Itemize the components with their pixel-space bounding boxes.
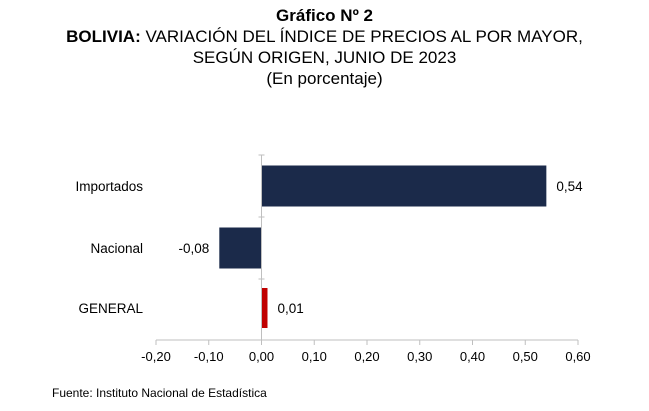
data-label: 0,54 bbox=[556, 179, 583, 194]
category-label: Importados bbox=[75, 179, 143, 194]
bar-importados bbox=[261, 165, 547, 207]
data-label: 0,01 bbox=[278, 301, 304, 316]
chart-title: Gráfico Nº 2 bbox=[276, 6, 373, 25]
x-tick-label: 0,20 bbox=[354, 349, 379, 364]
category-label: Nacional bbox=[90, 241, 143, 256]
x-tick-label: -0,20 bbox=[141, 349, 171, 364]
chart-unit-label: (En porcentaje) bbox=[266, 69, 383, 88]
x-tick-label: 0,10 bbox=[302, 349, 327, 364]
x-tick-label: 0,40 bbox=[460, 349, 485, 364]
subtitle-text: VARIACIÓN DEL ÍNDICE DE PRECIOS AL POR M… bbox=[140, 27, 583, 46]
chart-subtitle-line2: SEGÚN ORIGEN, JUNIO DE 2023 bbox=[192, 48, 457, 67]
bar-nacional bbox=[219, 227, 262, 269]
x-tick-label: -0,10 bbox=[194, 349, 224, 364]
chart-title-block: Gráfico Nº 2 BOLIVIA: VARIACIÓN DEL ÍNDI… bbox=[0, 6, 649, 89]
source-note: Fuente: Instituto Nacional de Estadístic… bbox=[52, 386, 267, 400]
bar-general bbox=[261, 288, 268, 328]
x-tick-label: 0,30 bbox=[407, 349, 432, 364]
x-tick-label: 0,50 bbox=[513, 349, 538, 364]
data-label: -0,08 bbox=[179, 241, 210, 256]
chart-subtitle: BOLIVIA: VARIACIÓN DEL ÍNDICE DE PRECIOS… bbox=[0, 26, 649, 47]
country-label: BOLIVIA: bbox=[66, 27, 141, 46]
x-tick-label: 0,00 bbox=[249, 349, 274, 364]
category-label: GENERAL bbox=[78, 301, 143, 316]
x-tick-label: 0,60 bbox=[565, 349, 590, 364]
